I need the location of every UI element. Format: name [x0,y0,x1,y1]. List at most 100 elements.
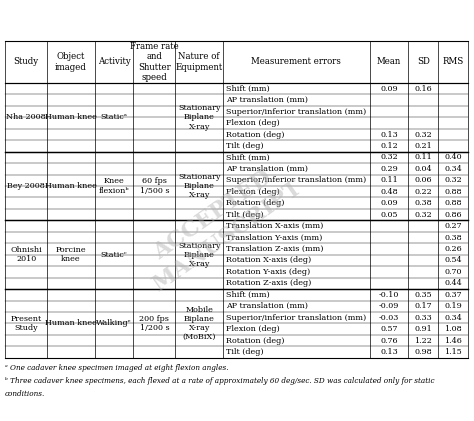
Text: 0.34: 0.34 [444,314,462,322]
Text: 0.32: 0.32 [380,153,398,161]
Text: -0.09: -0.09 [379,302,399,310]
Text: Bey 2008: Bey 2008 [7,182,45,190]
Text: 0.86: 0.86 [444,210,462,218]
Text: 1.46: 1.46 [444,336,462,344]
Text: 0.19: 0.19 [444,302,462,310]
Text: 1.22: 1.22 [414,336,432,344]
Bar [5,41,468,83]
Text: Mobile
Biplane
X-ray
(MoBiX): Mobile Biplane X-ray (MoBiX) [182,306,216,341]
Text: Stationary
Biplane
X-ray: Stationary Biplane X-ray [178,104,220,131]
Text: Tilt (deg): Tilt (deg) [226,142,264,150]
Text: RMS: RMS [442,58,464,67]
Text: Measurement errors: Measurement errors [251,58,341,67]
Text: 60 fps
1/500 s: 60 fps 1/500 s [140,177,169,195]
Text: -0.10: -0.10 [379,291,399,299]
Text: Human knee: Human knee [45,182,97,190]
Text: Rotation Z-axis (deg): Rotation Z-axis (deg) [226,280,311,288]
Text: 0.54: 0.54 [444,256,462,264]
Text: 0.57: 0.57 [380,325,398,333]
Text: Shift (mm): Shift (mm) [226,85,270,93]
Text: Flexion (deg): Flexion (deg) [226,119,280,127]
Text: 0.44: 0.44 [444,280,462,288]
Text: AP translation (mm): AP translation (mm) [226,302,308,310]
Text: 0.17: 0.17 [414,302,432,310]
Text: Stationary
Biplane
X-ray: Stationary Biplane X-ray [178,242,220,268]
Text: 0.04: 0.04 [414,165,432,173]
Text: Object
imaged: Object imaged [55,52,87,72]
Text: 0.35: 0.35 [414,291,432,299]
Text: Present
Study: Present Study [10,315,42,332]
Text: 0.22: 0.22 [414,188,432,196]
Text: Rotation X-axis (deg): Rotation X-axis (deg) [226,256,311,264]
Text: SD: SD [417,58,429,67]
Text: Flexion (deg): Flexion (deg) [226,325,280,333]
Text: Superior/inferior translation (mm): Superior/inferior translation (mm) [226,108,366,116]
Text: ᵃ One cadaver knee specimen imaged at eight flexion angles.: ᵃ One cadaver knee specimen imaged at ei… [5,364,228,372]
Text: conditions.: conditions. [5,390,45,398]
Text: 0.40: 0.40 [444,153,462,161]
Text: Human knee: Human knee [45,320,97,328]
Text: -0.03: -0.03 [379,314,399,322]
Text: 0.11: 0.11 [414,153,432,161]
Text: 0.29: 0.29 [380,165,398,173]
Text: 0.11: 0.11 [380,176,398,184]
Text: Walkingᵉ: Walkingᵉ [96,320,132,328]
Text: Flexion (deg): Flexion (deg) [226,188,280,196]
Text: 0.32: 0.32 [444,176,462,184]
Text: 0.32: 0.32 [414,210,432,218]
Text: Knee
flexionᵇ: Knee flexionᵇ [99,177,129,195]
Text: 0.88: 0.88 [444,199,462,207]
Text: Tilt (deg): Tilt (deg) [226,348,264,356]
Text: 0.76: 0.76 [380,336,398,344]
Text: Nha 2008: Nha 2008 [6,113,46,121]
Text: Ohnishi
2010: Ohnishi 2010 [10,246,42,263]
Text: Study: Study [14,58,39,67]
Text: Shift (mm): Shift (mm) [226,153,270,161]
Text: Porcine
knee: Porcine knee [55,246,86,263]
Text: 0.70: 0.70 [444,268,462,276]
Text: 0.21: 0.21 [414,142,432,150]
Text: Translation Z-axis (mm): Translation Z-axis (mm) [226,245,323,253]
Text: 0.48: 0.48 [380,188,398,196]
Text: Tilt (deg): Tilt (deg) [226,210,264,218]
Text: ACCEPTED
MANUSCRIPT: ACCEPTED MANUSCRIPT [134,156,306,296]
Text: Translation X-axis (mm): Translation X-axis (mm) [226,222,323,230]
Text: Frame rate
and
Shutter
speed: Frame rate and Shutter speed [130,42,179,82]
Text: Translation Y-axis (mm): Translation Y-axis (mm) [226,234,322,242]
Text: Mean: Mean [377,58,401,67]
Text: AP translation (mm): AP translation (mm) [226,165,308,173]
Text: 0.26: 0.26 [444,245,462,253]
Text: Activity: Activity [98,58,130,67]
Text: 0.38: 0.38 [444,234,462,242]
Text: 0.13: 0.13 [380,131,398,139]
Text: 0.16: 0.16 [414,85,432,93]
Text: Staticᶜ: Staticᶜ [100,251,127,259]
Text: Rotation (deg): Rotation (deg) [226,199,284,207]
Text: 0.91: 0.91 [414,325,432,333]
Text: 0.05: 0.05 [380,210,398,218]
Text: Human knee: Human knee [45,113,97,121]
Text: ᵇ Three cadaver knee specimens, each flexed at a rate of approximately 60 deg/se: ᵇ Three cadaver knee specimens, each fle… [5,377,435,385]
Text: 0.06: 0.06 [414,176,432,184]
Text: 1.15: 1.15 [444,348,462,356]
Text: AP translation (mm): AP translation (mm) [226,96,308,104]
Text: 0.34: 0.34 [444,165,462,173]
Text: 0.09: 0.09 [380,85,398,93]
Text: 0.37: 0.37 [444,291,462,299]
Text: Rotation (deg): Rotation (deg) [226,336,284,344]
Text: Staticᵃ: Staticᵃ [100,113,128,121]
Text: 0.32: 0.32 [414,131,432,139]
Text: 0.27: 0.27 [444,222,462,230]
Text: 0.38: 0.38 [414,199,432,207]
Text: Rotation Y-axis (deg): Rotation Y-axis (deg) [226,268,310,276]
Text: Superior/inferior translation (mm): Superior/inferior translation (mm) [226,176,366,184]
Text: Nature of
Equipment: Nature of Equipment [175,52,223,72]
Text: 0.88: 0.88 [444,188,462,196]
Text: Shift (mm): Shift (mm) [226,291,270,299]
Text: Stationary
Biplane
X-ray: Stationary Biplane X-ray [178,173,220,199]
Text: 200 fps
1/200 s: 200 fps 1/200 s [139,315,169,332]
Text: 0.12: 0.12 [380,142,398,150]
Text: 0.33: 0.33 [414,314,432,322]
Text: 0.09: 0.09 [380,199,398,207]
Text: 0.98: 0.98 [414,348,432,356]
